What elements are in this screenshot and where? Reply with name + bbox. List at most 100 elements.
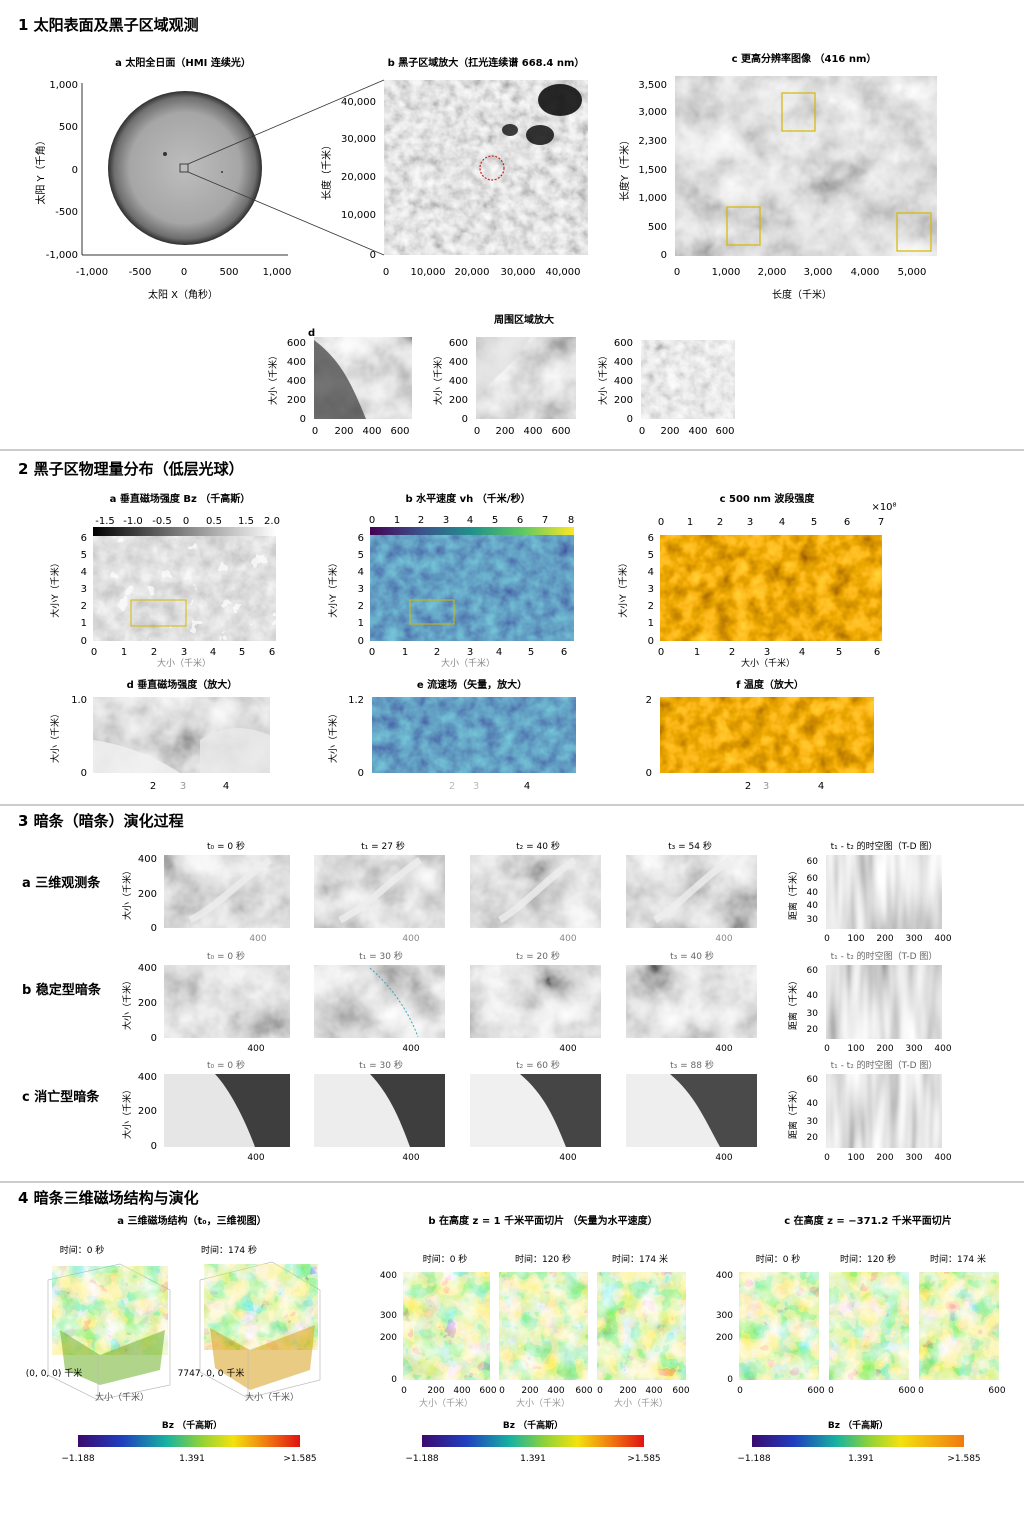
s2c-exp: ×10⁸ [871,502,896,513]
s1d-ytick: 600 [287,338,306,349]
s1b-xtick: 0 [383,267,389,278]
s2b-cbtick: 5 [492,515,498,526]
s4b-ytick: 0 [391,1375,397,1385]
s1b-xticks: 0 10,000 20,000 30,000 40,000 [383,267,581,278]
section1-title: 1 太阳表面及黑子区域观测 [18,16,199,34]
s3-time: t₀ = 0 秒 [207,840,245,852]
s4c-xtick: 600 [807,1386,824,1396]
s1c-image [675,76,937,256]
s3-frame [164,965,290,1038]
s1d-ytick: 400 [287,376,306,387]
s3-row-a: a 三维观测条 大小（千米） 400 200 0 t₀ = 0 秒 400 t₁… [22,840,952,944]
s2-xlabel: 大小（千米） [441,657,495,669]
s2e-title: e 流速场（矢量，放大） [417,678,527,691]
s2c-cbtick: 4 [779,517,785,528]
s3-td-xtick: 200 [876,934,893,944]
s3-time: t₀ = 0 秒 [207,1059,245,1071]
s2f-xtick: 2 [745,781,751,792]
s2c-cbtick: 3 [747,517,753,528]
colorbar-max: >1.585 [947,1454,980,1464]
colorbar-mid: 1.391 [848,1454,874,1464]
s4b-xtick: 200 [427,1386,444,1396]
s2e-image [372,697,576,773]
s2-ytick: 0 [648,636,654,647]
s2-ytick: 6 [648,533,654,544]
s4b-xtick: 400 [547,1386,564,1396]
s3-td-xtick: 200 [876,1044,893,1054]
s3-time: t₁ = 30 秒 [359,1059,403,1071]
s1a-ytick: 1,000 [49,80,78,91]
s2-xtick: 3 [467,647,473,658]
s2-ytick: 4 [358,567,364,578]
s3-td-ytick: 30 [807,1009,819,1019]
s3-td-ytick: 20 [807,1025,819,1035]
s3-time: t₃ = 88 秒 [670,1059,714,1071]
s1d-ytick: 200 [287,395,306,406]
s3-xtick: 400 [402,934,419,944]
s2-xtick: 3 [181,647,187,658]
s2c-image [660,535,882,641]
s1c-xlabel: 长度（千米） [772,288,832,301]
s3-td-xtick: 300 [905,1044,922,1054]
s4-colorbar-b: Bz （千高斯） −1.188 1.391 >1.585 [405,1419,660,1464]
s1a-xtick: 500 [219,267,238,278]
s4c-xtick: 0 [918,1386,924,1396]
s4b-slice [597,1272,686,1380]
s2f-xtick: 4 [818,781,824,792]
s2a-image [93,536,276,641]
s2b-cbtick: 1 [394,515,400,526]
s2f-title: f 温度（放大） [736,678,804,691]
s1d-xtick: 200 [495,426,514,437]
s1d-xtick: 400 [688,426,707,437]
s1b-ytick: 10,000 [341,210,376,221]
s2-xtick: 2 [151,647,157,658]
s3-td-ytick: 60 [807,857,819,867]
s4b-ytick: 200 [380,1333,397,1343]
s2-xtick: 5 [836,647,842,658]
s2d-xtick: 2 [150,781,156,792]
s3-td-title: t₁ - t₂ 的时空图（T-D 图） [831,840,938,852]
s3-td-xtick: 400 [934,1153,951,1163]
s1d-ytick: 600 [449,338,468,349]
s3-td-ylabel: 距离（千米） [787,1085,799,1139]
s3-td-xtick: 0 [824,1044,830,1054]
s3-td-xtick: 0 [824,934,830,944]
s4a-axis: 大小（千米） [95,1391,149,1403]
s4c-slice [829,1272,909,1380]
s3-ylabel: 大小（千米） [121,1085,133,1139]
s2c-cbtick: 5 [811,517,817,528]
s3-td-title: t₁ - t₂ 的时空图（T-D 图） [831,1059,938,1071]
s2-ytick: 3 [648,584,654,595]
s2c-cbtick: 7 [878,517,884,528]
s1d-xtick: 400 [523,426,542,437]
s3-ytick: 400 [138,963,157,974]
s4b-ytick: 400 [380,1271,397,1281]
s3-frame [626,1074,757,1147]
s2e-xtick: 2 [449,781,455,792]
s1a-ytick: 0 [72,165,78,176]
s2d-xtick: 4 [223,781,229,792]
s2c-cbtick: 2 [717,517,723,528]
s4a-time: 时间：0 秒 [60,1244,105,1256]
s1b-ylabel: 长度（千米） [320,140,333,200]
s4b-time: 时间：120 秒 [515,1253,571,1265]
s1a-xtick: -1,000 [76,267,108,278]
s2b-colorbar [370,527,574,535]
s3-td-ytick: 40 [807,991,819,1001]
s2d-ytick: 1.0 [71,695,87,706]
s1d-ylabel: 大小（千米） [267,351,279,405]
s2-xtick: 2 [434,647,440,658]
s1c-ytick: 0 [661,250,667,261]
s2-xlabel: 大小（千米） [157,657,211,669]
s3-xtick: 400 [402,1153,419,1163]
s1a-title: a 太阳全日面（HMI 连续光） [115,56,251,69]
s1c-ytick: 2,300 [638,136,667,147]
s1d-xtick: 0 [312,426,318,437]
s1d-xtick: 200 [660,426,679,437]
s1d-ytick: 200 [614,395,633,406]
s1d-ytick: 400 [449,357,468,368]
s2b-cbtick: 8 [568,515,574,526]
s1d-xtick: 400 [362,426,381,437]
s3-frame [314,965,445,1038]
s2-ytick: 3 [358,584,364,595]
